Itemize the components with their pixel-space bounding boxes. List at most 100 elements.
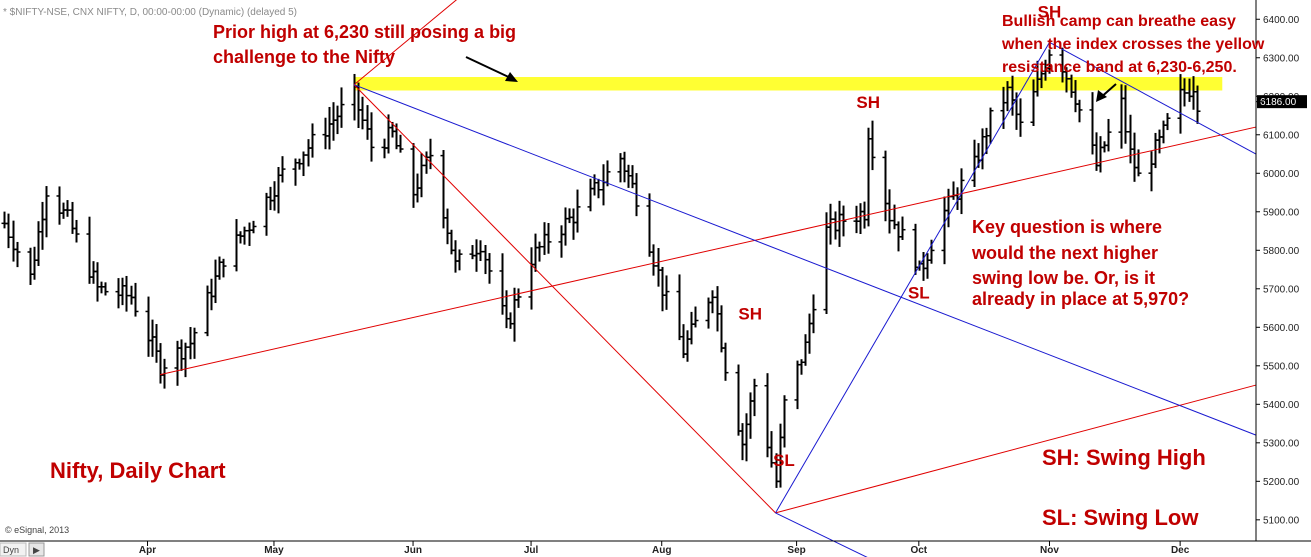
key-question-line-1: Key question is where <box>972 217 1162 237</box>
swing-high-label: SH <box>856 93 880 112</box>
price-bar <box>810 294 817 334</box>
dyn-button-bg[interactable] <box>0 542 27 557</box>
x-tick-label: Dec <box>1171 545 1190 556</box>
dyn-label[interactable]: Dyn <box>3 545 19 555</box>
price-bar <box>14 241 21 268</box>
price-bar <box>427 138 434 170</box>
trendline-red <box>353 0 458 86</box>
y-tick-label: 5600.00 <box>1263 323 1300 334</box>
trendline-blue <box>775 512 868 557</box>
trendline-blue <box>353 84 1257 436</box>
key-question-line-3: swing low be. Or, is it <box>972 268 1155 288</box>
swing-low-label: SL <box>773 451 795 470</box>
y-tick-label: 5300.00 <box>1263 438 1300 449</box>
legend-swing-high: SH: Swing High <box>1042 445 1206 470</box>
swing-labels: SH SL SH SL SH <box>738 2 1061 470</box>
price-bar <box>545 223 552 254</box>
y-tick-label: 5500.00 <box>1263 361 1300 372</box>
price-bar <box>692 306 699 328</box>
prior-high-line-2: challenge to the Nifty <box>213 47 395 67</box>
price-bar <box>1105 118 1112 152</box>
bullish-line-2: when the index crosses the yellow <box>1001 36 1265 53</box>
bullish-line-3: resistance band at 6,230-6,250. <box>1002 59 1237 76</box>
price-bar <box>220 258 227 278</box>
trendline-blue <box>1049 41 1257 155</box>
x-tick-label: Apr <box>139 545 156 556</box>
scroll-arrow-icon[interactable]: ▶ <box>33 545 40 555</box>
price-bar <box>1017 98 1024 137</box>
annotation-bullish: Bullish camp can breathe easy when the i… <box>1001 13 1265 76</box>
prior-high-line-1: Prior high at 6,230 still posing a big <box>213 22 516 42</box>
last-price-tag: 6186.00 <box>1256 95 1307 109</box>
price-bar <box>368 112 375 162</box>
y-tick-label: 5100.00 <box>1263 515 1300 526</box>
price-bar <box>869 120 876 171</box>
price-bar <box>102 282 109 296</box>
price-bar <box>397 134 404 153</box>
resistance-band-rect <box>354 77 1223 91</box>
y-tick-label: 5700.00 <box>1263 284 1300 295</box>
swing-high-label: SH <box>738 305 762 324</box>
price-bars <box>1 47 1201 488</box>
trendlines <box>160 0 1257 557</box>
price-bar <box>309 123 316 158</box>
bullish-line-1: Bullish camp can breathe easy <box>1002 13 1236 30</box>
price-bar <box>1194 85 1201 124</box>
y-tick-label: 6100.00 <box>1263 130 1300 141</box>
chart-label: Nifty, Daily Chart <box>50 458 226 483</box>
last-price-label: 6186.00 <box>1260 97 1297 108</box>
arrow-to-resistance <box>1096 83 1117 102</box>
price-bar <box>987 107 994 144</box>
price-bar <box>132 282 139 317</box>
price-bar <box>338 87 345 128</box>
trendline-red <box>353 84 776 514</box>
price-bar <box>958 168 965 215</box>
price-bar <box>751 378 758 417</box>
x-tick-label: Oct <box>910 545 927 556</box>
y-tick-label: 5400.00 <box>1263 400 1300 411</box>
price-bar <box>191 327 198 359</box>
arrow-to-band <box>465 56 518 82</box>
scroll-arrow-button[interactable] <box>28 542 45 557</box>
x-tick-label: Nov <box>1040 545 1059 556</box>
symbol-header: * $NIFTY-NSE, CNX NIFTY, D, 00:00-00:00 … <box>3 7 297 18</box>
key-question-line-2: would the next higher <box>971 243 1158 263</box>
price-bar <box>928 239 935 264</box>
price-bar <box>663 275 670 310</box>
swing-high-label: SH <box>1038 2 1062 21</box>
key-question-line-4: already in place at 5,970? <box>972 289 1189 309</box>
price-bar <box>456 249 463 271</box>
annotation-prior-high: Prior high at 6,230 still posing a big c… <box>213 22 516 67</box>
y-tick-label: 6300.00 <box>1263 53 1300 64</box>
trendline-blue <box>775 42 1050 514</box>
x-tick-label: Jun <box>404 545 422 556</box>
x-tick-label: Sep <box>787 545 805 556</box>
trendline-red <box>775 384 1257 514</box>
price-bar <box>279 156 286 183</box>
resistance-band <box>354 77 1223 91</box>
y-tick-label: 5200.00 <box>1263 477 1300 488</box>
price-bar <box>899 216 906 240</box>
price-bar <box>43 186 50 238</box>
legend-swing-low: SL: Swing Low <box>1042 505 1199 530</box>
price-bar <box>1076 99 1083 123</box>
price-bar <box>1046 49 1053 74</box>
price-bar <box>1164 113 1171 131</box>
price-bar <box>515 288 522 308</box>
swing-low-label: SL <box>908 283 930 302</box>
y-tick-label: 5900.00 <box>1263 207 1300 218</box>
y-tick-label: 6000.00 <box>1263 169 1300 180</box>
y-tick-label: 6400.00 <box>1263 15 1300 26</box>
x-tick-label: Aug <box>652 545 671 556</box>
trendline-red <box>160 126 1257 376</box>
y-tick-label: 5800.00 <box>1263 246 1300 257</box>
x-tick-label: Jul <box>524 545 539 556</box>
price-bar <box>781 395 788 448</box>
price-bar <box>486 253 493 284</box>
price-bar <box>840 205 847 237</box>
x-tick-label: May <box>264 545 284 556</box>
x-axis-ticks: Apr May Jun Jul Aug Sep Oct Nov Dec <box>139 541 1190 556</box>
price-bar <box>574 189 581 233</box>
annotation-key-question: Key question is where would the next hig… <box>971 217 1189 309</box>
